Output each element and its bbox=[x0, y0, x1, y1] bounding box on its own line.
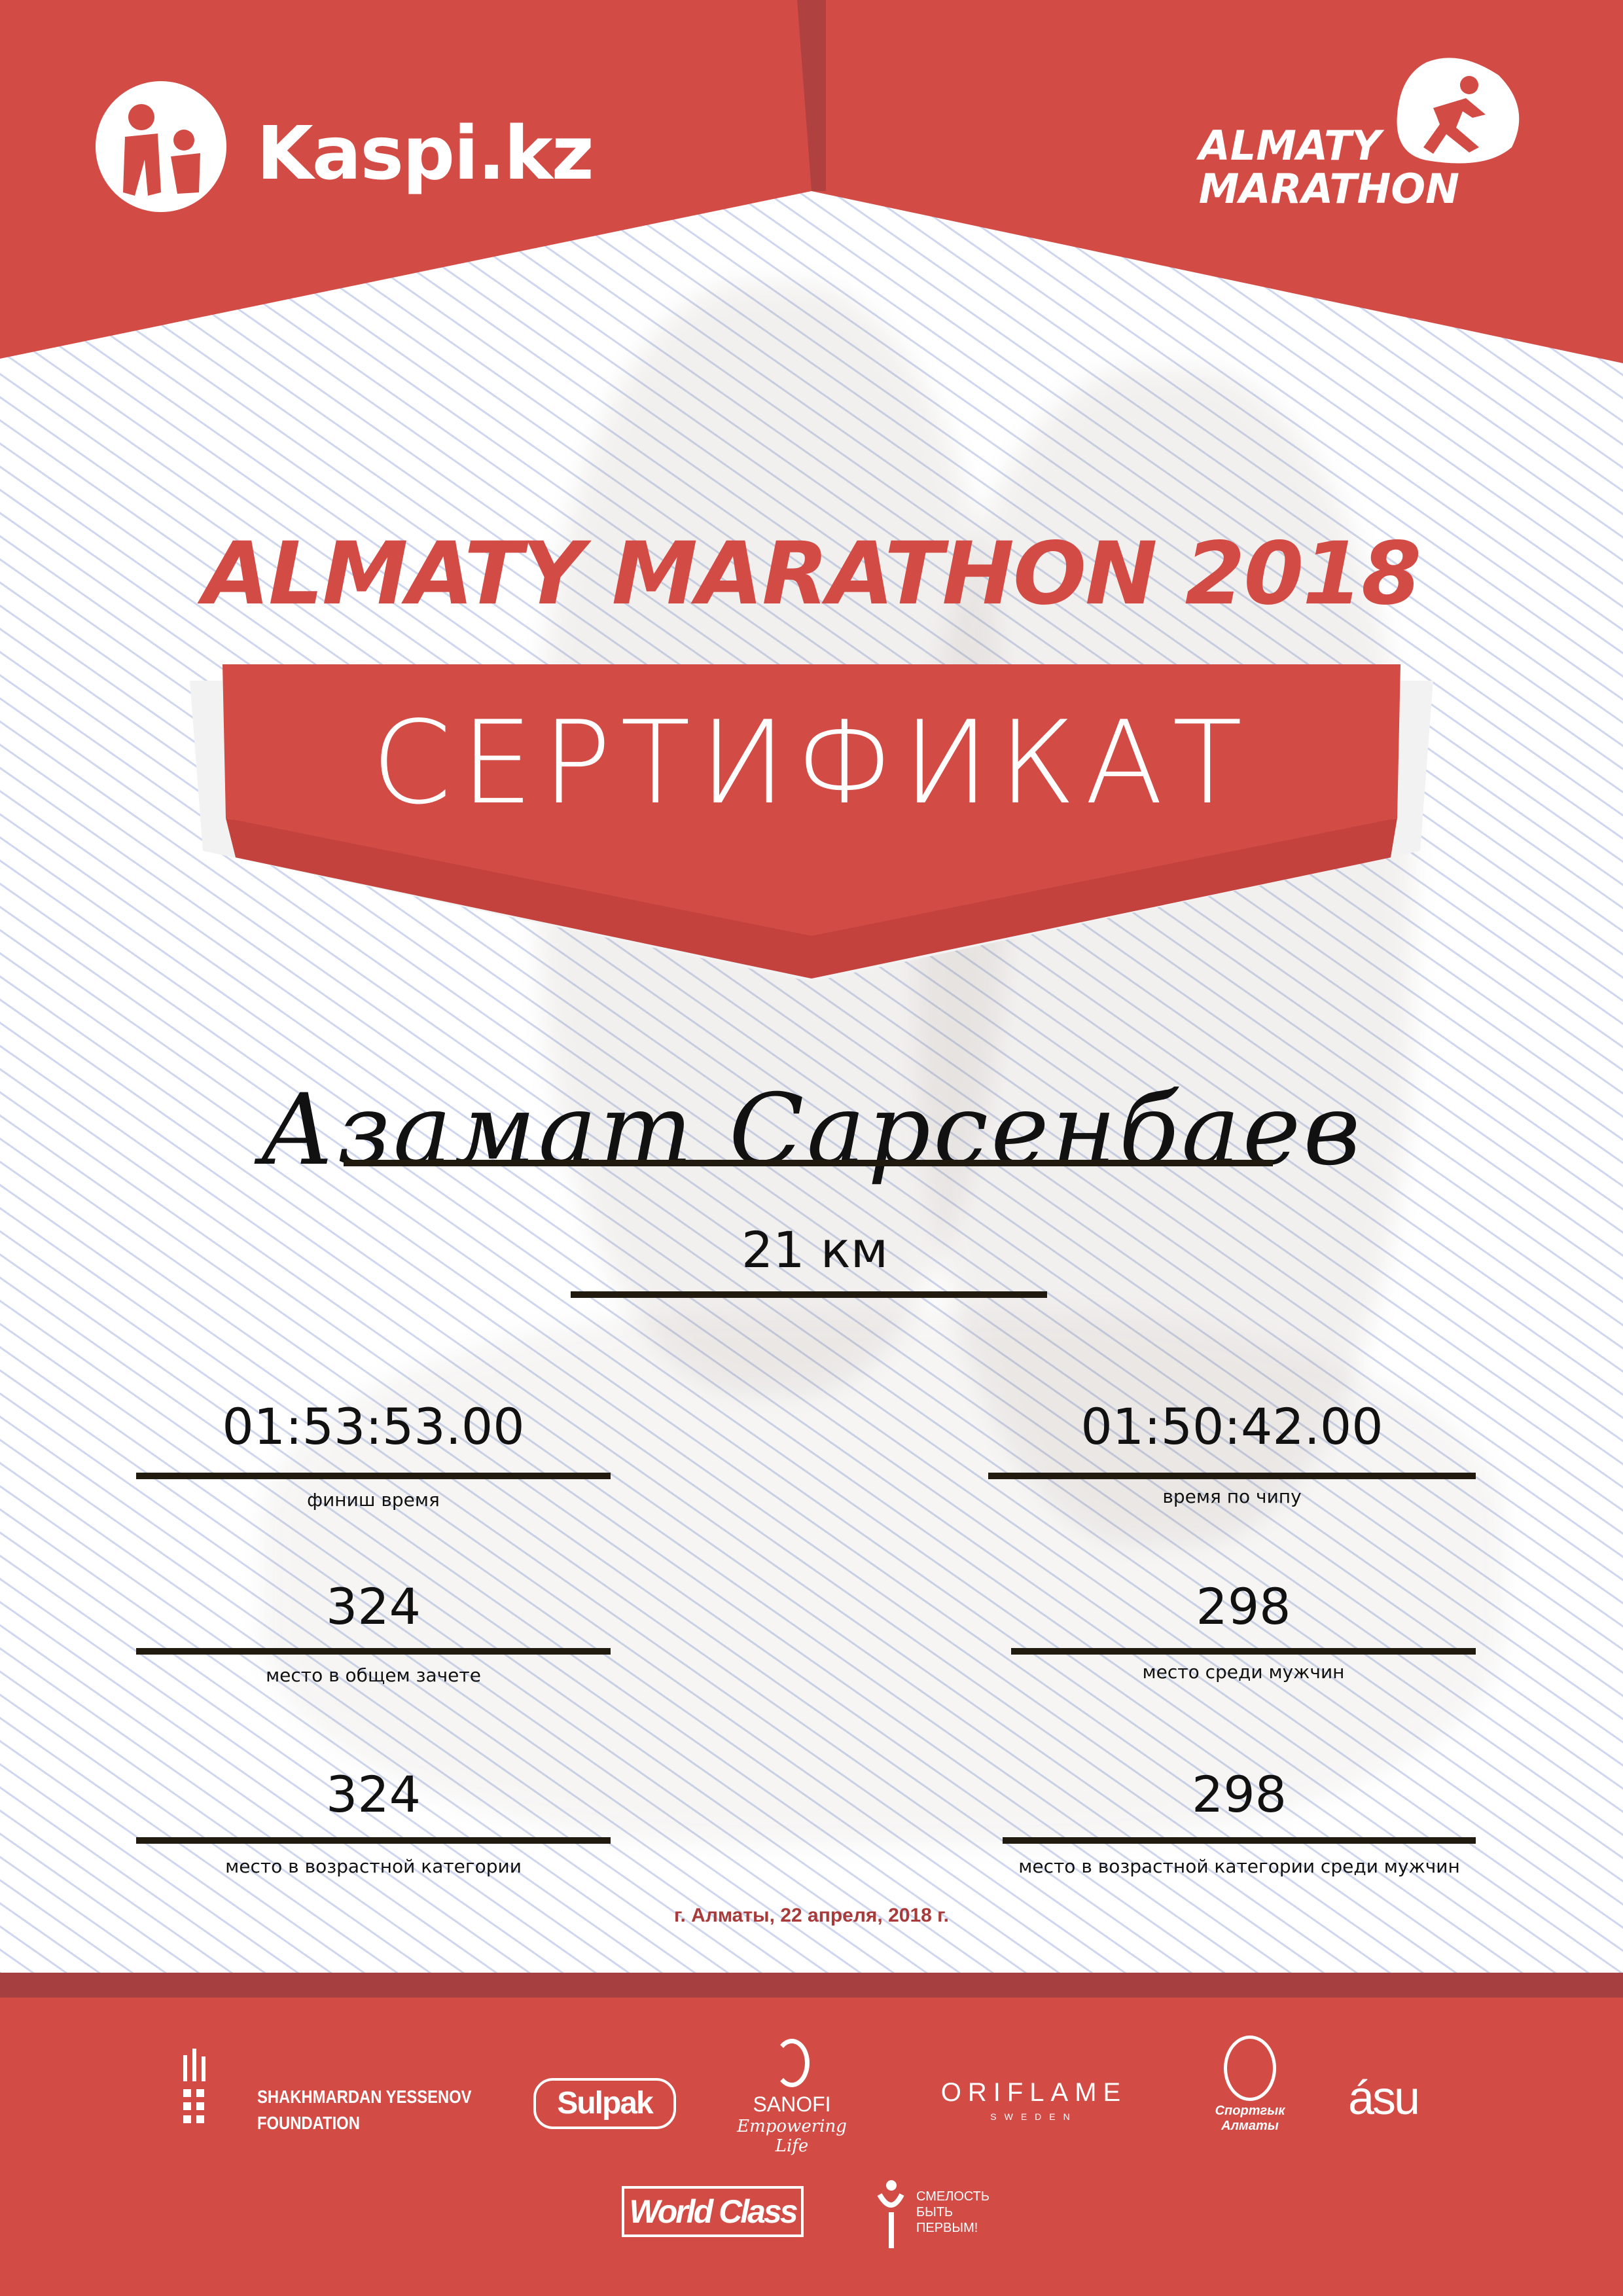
asu-logo: ásu bbox=[1348, 2072, 1420, 2125]
age-category-place-underline bbox=[136, 1837, 611, 1844]
kaspi-logo-icon bbox=[96, 81, 226, 212]
sanofi-text: SANOFI bbox=[753, 2092, 831, 2116]
overall-place-underline bbox=[136, 1648, 611, 1655]
issue-date-place: г. Алматы, 22 апреля, 2018 г. bbox=[674, 1905, 949, 1926]
logo-line-1: ALMATY bbox=[1198, 122, 1382, 170]
almaty-marathon-runner-icon bbox=[1397, 58, 1520, 164]
sanofi-tagline: Empowering Life bbox=[737, 2117, 847, 2156]
age-category-place-label: место в возрастной категории bbox=[225, 1856, 522, 1877]
male-age-category-place-underline bbox=[1003, 1837, 1476, 1844]
distance: 21 км bbox=[741, 1221, 889, 1279]
finish-time-label: финиш время bbox=[307, 1489, 440, 1511]
overall-place-label: место в общем зачете bbox=[266, 1664, 481, 1686]
almaty-marathon-logo: ALMATY MARATHON bbox=[1199, 124, 1459, 211]
sport-almaty-emblem-icon bbox=[1224, 2036, 1276, 2101]
certificate-heading: СЕРТИФИКАТ bbox=[371, 697, 1252, 830]
overall-place-value: 324 bbox=[325, 1577, 421, 1636]
fund-line-1: СМЕЛОСТЬ bbox=[916, 2189, 990, 2204]
chip-time-value: 01:50:42.00 bbox=[1080, 1397, 1383, 1456]
footer-band bbox=[0, 1998, 1623, 2296]
age-category-place-value: 324 bbox=[325, 1765, 421, 1823]
male-place-value: 298 bbox=[1196, 1577, 1291, 1636]
male-age-category-place-label: место в возрастной категории среди мужчи… bbox=[1018, 1856, 1460, 1877]
sulpak-logo: Sulpak bbox=[533, 2078, 676, 2129]
chip-time-label: время по чипу bbox=[1162, 1486, 1302, 1507]
yessenov-bars-icon bbox=[183, 2049, 205, 2123]
fund-line-3: ПЕРВЫМ! bbox=[916, 2221, 978, 2235]
yessenov-line-1: SHAKHMARDAN YESSENOV bbox=[257, 2087, 472, 2107]
male-place-label: место среди мужчин bbox=[1142, 1661, 1345, 1683]
logo-line-2: MARATHON bbox=[1198, 165, 1459, 213]
oriflame-logo: ORIFLAME SWEDEN bbox=[923, 2078, 1145, 2122]
header-band bbox=[0, 0, 1623, 363]
chip-time-underline bbox=[988, 1473, 1476, 1479]
world-class-text: World Class bbox=[629, 2193, 798, 2230]
world-class-logo: World Class bbox=[622, 2186, 804, 2237]
sport-almaty-text: Спортгык Алматы bbox=[1215, 2104, 1285, 2133]
finish-time-underline bbox=[136, 1473, 611, 1479]
sulpak-text: Sulpak bbox=[557, 2086, 653, 2121]
distance-underline bbox=[571, 1291, 1047, 1298]
finish-time-value: 01:53:53.00 bbox=[222, 1397, 525, 1456]
runner-photo-woman bbox=[916, 367, 1414, 1545]
male-age-category-place-value: 298 bbox=[1191, 1765, 1287, 1823]
oriflame-text: ORIFLAME bbox=[940, 2078, 1128, 2107]
oriflame-sub: SWEDEN bbox=[990, 2111, 1078, 2122]
yessenov-line-2: FOUNDATION bbox=[257, 2113, 360, 2133]
sanofi-logo: SANOFI Empowering Life bbox=[726, 2039, 857, 2156]
sanofi-bird-icon bbox=[774, 2039, 810, 2087]
name-underline bbox=[344, 1160, 1273, 1166]
footer-stripe bbox=[0, 1973, 1623, 1998]
sport-almaty-logo: Спортгык Алматы bbox=[1198, 2036, 1302, 2134]
fund-line-2: БЫТЬ bbox=[916, 2205, 954, 2219]
male-place-underline bbox=[1011, 1648, 1476, 1655]
kaspi-logo: Kaspi.kz bbox=[257, 111, 594, 196]
runner-photo-legs bbox=[262, 1309, 1505, 1846]
event-title: ALMATY MARATHON 2018 bbox=[203, 524, 1421, 624]
certificate-banner bbox=[190, 664, 1433, 982]
participant-name: Азамат Сарсенбаев bbox=[260, 1073, 1363, 1187]
fund-figure-icon bbox=[877, 2180, 904, 2248]
